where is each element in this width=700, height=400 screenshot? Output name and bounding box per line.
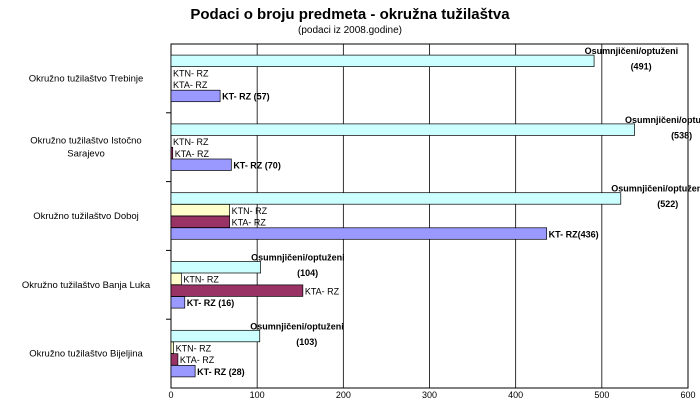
data-label: KTN- RZ <box>173 137 209 147</box>
category-label: Okružno tužilaštvo Trebinje <box>29 73 144 84</box>
data-label: KTN- RZ <box>232 206 268 216</box>
data-label: KT- RZ(436) <box>549 229 599 239</box>
data-label: KT- RZ (57) <box>222 92 270 102</box>
data-label: KTA- RZ <box>180 355 215 365</box>
x-tick-label: 500 <box>594 390 609 400</box>
bar <box>170 192 622 205</box>
data-label: KTA- RZ <box>232 218 267 228</box>
bar <box>170 158 232 171</box>
x-tick-label: 400 <box>508 390 523 400</box>
chart-subtitle: (podaci iz 2008.godine) <box>298 25 402 36</box>
data-label: (522) <box>657 199 678 209</box>
chart-title: Podaci o broju predmeta - okružna tužila… <box>190 6 510 23</box>
bar <box>170 123 635 136</box>
data-label: KT- RZ (28) <box>197 367 245 377</box>
data-label: KTN- RZ <box>176 344 212 354</box>
bar <box>170 341 174 354</box>
category-label: Sarajevo <box>67 149 105 160</box>
bar <box>170 365 196 378</box>
data-label: (538) <box>671 130 692 140</box>
data-label: KTN- RZ <box>173 68 209 78</box>
bar <box>170 215 230 228</box>
bar <box>170 353 179 366</box>
data-label: KTN- RZ <box>183 275 219 285</box>
data-label: Osumnjičeni/optuženi <box>625 115 700 125</box>
bar <box>170 296 186 309</box>
bar <box>170 272 182 286</box>
x-tick-label: 100 <box>250 390 265 400</box>
data-label: Osumnjičeni/optuženi <box>251 253 345 263</box>
bar <box>170 227 548 240</box>
bar <box>170 329 261 343</box>
bar <box>170 89 221 103</box>
category-label: Okružno tužilaštvo Bijeljina <box>29 349 143 360</box>
category-label: Okružno tužilaštvo Istočno <box>30 136 141 147</box>
bar <box>170 54 595 67</box>
data-label: KTA- RZ <box>305 286 340 296</box>
data-label: Osumnjičeni/optuženi <box>585 46 679 56</box>
bar <box>170 284 304 297</box>
data-label: KT- RZ (16) <box>187 298 235 308</box>
data-label: (491) <box>631 62 652 72</box>
data-label: Osumnjičeni/optuženi <box>250 321 344 331</box>
data-label: (104) <box>297 268 318 278</box>
data-label: Osumnjičeni/optuženi <box>611 184 700 194</box>
bar <box>170 146 174 160</box>
x-tick-label: 600 <box>680 390 695 400</box>
x-tick-label: 300 <box>422 390 437 400</box>
bar <box>170 261 261 274</box>
data-label: (103) <box>296 337 317 347</box>
data-label: KT- RZ (70) <box>233 161 281 171</box>
x-tick-label: 0 <box>168 390 173 400</box>
data-label: KTA- RZ <box>175 149 210 159</box>
x-tick-label: 200 <box>336 390 351 400</box>
data-label: KTA- RZ <box>173 80 208 90</box>
bar <box>170 204 230 217</box>
category-label: Okružno tužilaštvo Banja Luka <box>22 280 151 291</box>
category-label: Okružno tužilaštvo Doboj <box>33 211 139 222</box>
